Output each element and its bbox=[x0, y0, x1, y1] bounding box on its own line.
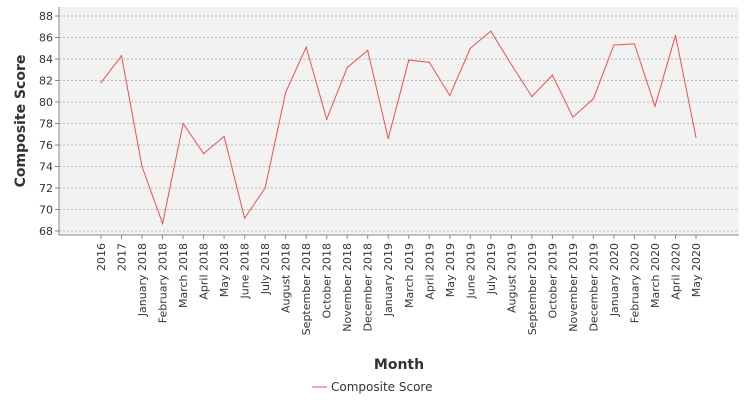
data-point bbox=[613, 44, 615, 46]
y-tick-label: 78 bbox=[39, 118, 53, 131]
legend-label: Composite Score bbox=[331, 380, 432, 394]
y-tick-label: 74 bbox=[39, 161, 53, 174]
y-tick-label: 86 bbox=[39, 32, 53, 45]
data-point bbox=[654, 105, 656, 107]
data-point bbox=[695, 136, 697, 139]
y-tick-label: 68 bbox=[39, 225, 53, 238]
y-axis-title: Composite Score bbox=[13, 55, 29, 188]
data-point bbox=[346, 67, 348, 69]
x-tick-label: April 2020 bbox=[669, 243, 682, 300]
y-tick-label: 76 bbox=[39, 139, 53, 152]
data-point bbox=[223, 135, 225, 137]
grid-lines bbox=[59, 15, 739, 232]
y-tick-label: 82 bbox=[39, 75, 53, 88]
x-tick-label: July 2018 bbox=[259, 243, 272, 295]
x-tick-label: September 2019 bbox=[526, 243, 539, 335]
data-point bbox=[428, 61, 430, 63]
legend: Composite Score bbox=[312, 380, 432, 394]
x-tick-label: May 2019 bbox=[444, 243, 457, 297]
data-point bbox=[100, 82, 102, 84]
x-tick-label: October 2018 bbox=[321, 243, 334, 319]
x-tick-label: September 2018 bbox=[300, 243, 313, 335]
data-point bbox=[244, 217, 246, 219]
data-point bbox=[326, 118, 328, 120]
data-point bbox=[408, 59, 410, 61]
x-tick-label: February 2020 bbox=[628, 243, 641, 323]
x-tick-label: August 2019 bbox=[505, 243, 518, 313]
x-tick-label: March 2018 bbox=[177, 243, 190, 308]
plot-area bbox=[59, 7, 739, 235]
y-tick-label: 72 bbox=[39, 182, 53, 195]
data-point bbox=[367, 49, 369, 52]
x-tick-label: July 2019 bbox=[485, 243, 498, 295]
data-point bbox=[264, 187, 266, 189]
x-tick-label: April 2018 bbox=[198, 243, 211, 300]
x-tick-label: January 2020 bbox=[608, 243, 621, 317]
y-tick-label: 80 bbox=[39, 96, 53, 109]
data-point bbox=[674, 34, 677, 36]
series-layer bbox=[100, 30, 697, 226]
x-tick-label: 2017 bbox=[116, 243, 129, 271]
data-point bbox=[551, 74, 553, 76]
x-tick-label: January 2018 bbox=[136, 243, 149, 317]
data-point bbox=[305, 46, 307, 48]
data-point bbox=[182, 122, 184, 125]
x-tick-label: May 2020 bbox=[690, 243, 703, 297]
data-point bbox=[387, 137, 389, 140]
data-point bbox=[120, 55, 123, 57]
y-tick-label: 84 bbox=[39, 53, 53, 66]
data-point bbox=[285, 91, 287, 93]
data-point bbox=[202, 153, 205, 155]
x-tick-label: February 2018 bbox=[157, 243, 170, 323]
y-tick-label: 88 bbox=[39, 10, 53, 23]
data-point bbox=[490, 30, 492, 32]
x-tick-label: April 2019 bbox=[423, 243, 436, 300]
x-tick-label: June 2019 bbox=[464, 243, 477, 299]
x-tick-label: March 2019 bbox=[403, 243, 416, 308]
data-point bbox=[531, 96, 533, 98]
data-point bbox=[141, 165, 143, 168]
x-tick-label: December 2019 bbox=[587, 243, 600, 332]
x-tick-label: 2016 bbox=[95, 243, 108, 271]
data-point bbox=[469, 47, 471, 49]
x-tick-label: December 2018 bbox=[362, 243, 375, 332]
x-axis-ticks: 2016 2017 January 2018 February 2018 March 2… bbox=[95, 235, 703, 335]
x-tick-label: May 2018 bbox=[218, 243, 231, 297]
x-axis-title: Month bbox=[374, 357, 424, 373]
series-line-0 bbox=[100, 30, 697, 226]
x-tick-label: January 2019 bbox=[382, 243, 395, 317]
data-point bbox=[449, 94, 451, 97]
y-axis-ticks: 68 70 72 74 76 78 80 82 84 86 88 bbox=[39, 10, 59, 238]
x-tick-label: October 2019 bbox=[546, 243, 559, 319]
x-tick-label: June 2018 bbox=[239, 243, 252, 299]
data-point bbox=[510, 63, 512, 65]
data-point bbox=[161, 222, 164, 225]
x-tick-label: August 2018 bbox=[280, 243, 293, 313]
data-point bbox=[633, 43, 636, 45]
data-point bbox=[592, 98, 595, 100]
x-tick-label: March 2020 bbox=[649, 243, 662, 308]
x-tick-label: November 2018 bbox=[341, 243, 354, 332]
x-tick-label: November 2019 bbox=[567, 243, 580, 332]
y-tick-label: 70 bbox=[39, 204, 53, 217]
data-point bbox=[572, 116, 574, 118]
